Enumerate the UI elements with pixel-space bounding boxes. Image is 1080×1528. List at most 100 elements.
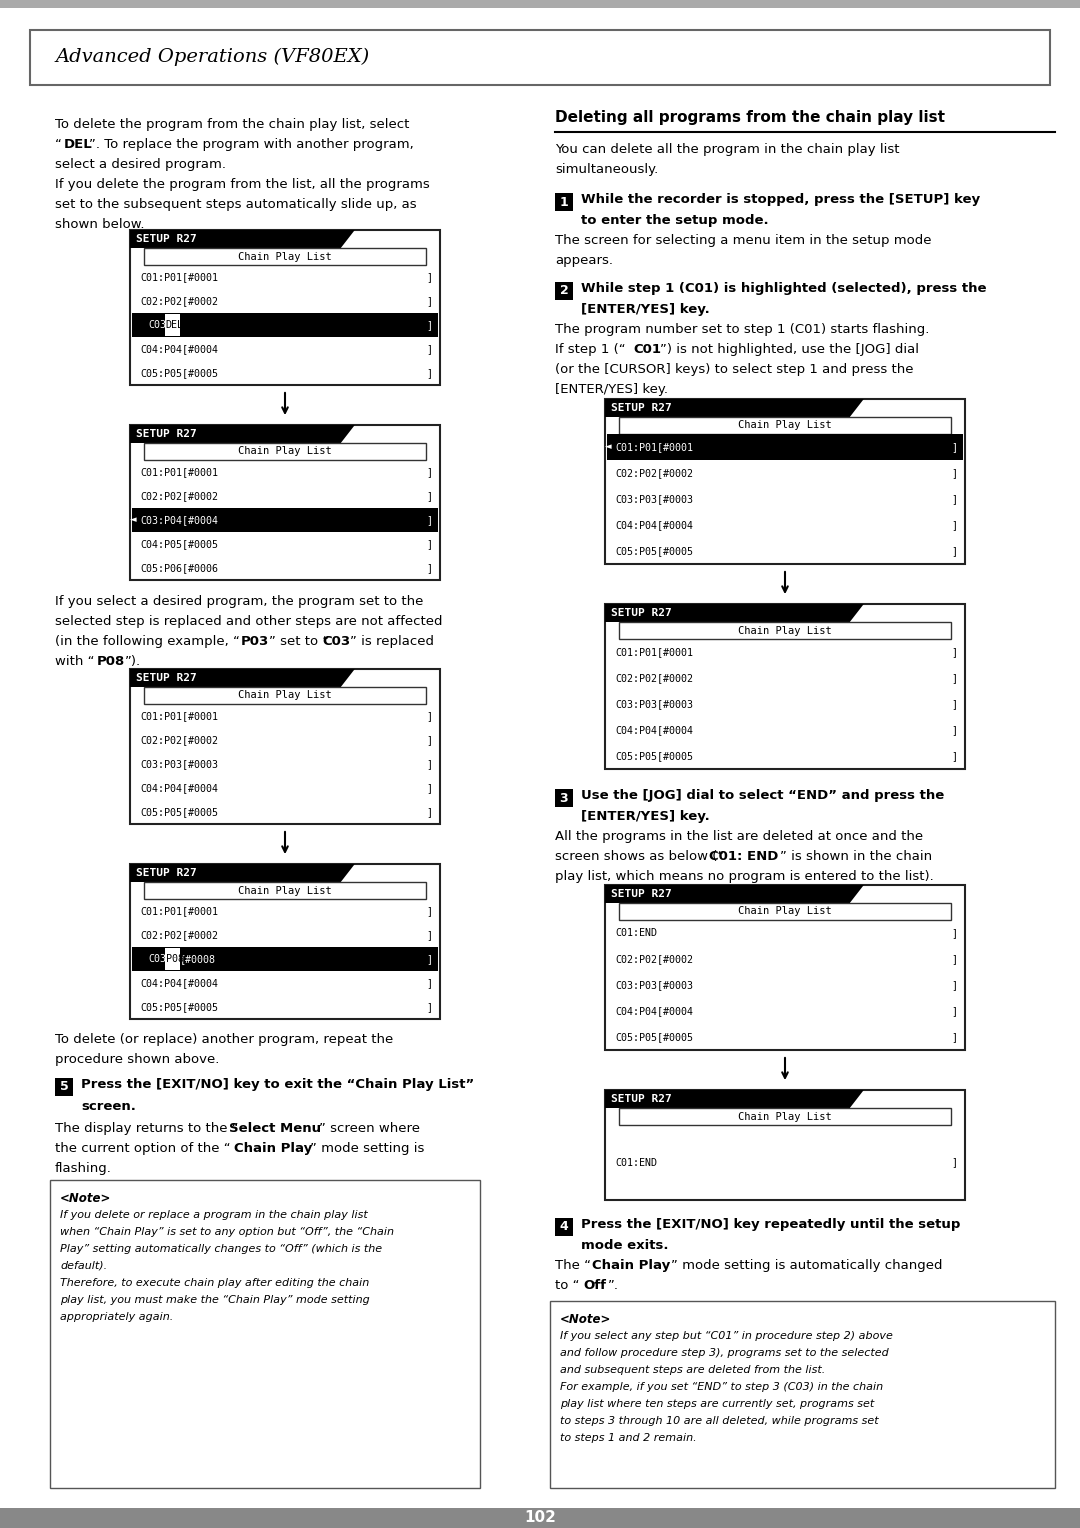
Text: ”. To replace the program with another program,: ”. To replace the program with another p… — [89, 138, 414, 151]
Text: Chain Play List: Chain Play List — [738, 625, 832, 636]
Text: ]: ] — [951, 979, 957, 990]
Text: To delete the program from the chain play list, select: To delete the program from the chain pla… — [55, 118, 409, 131]
Text: While step 1 (C01) is highlighted (selected), press the: While step 1 (C01) is highlighted (selec… — [581, 283, 986, 295]
Bar — [130, 425, 341, 443]
Text: C02:P02[#0002: C02:P02[#0002 — [140, 490, 218, 501]
Text: ” set to “: ” set to “ — [269, 636, 329, 648]
Text: ]: ] — [426, 490, 432, 501]
Text: ”).: ”). — [125, 656, 141, 668]
Text: (or the [CURSOR] keys) to select step 1 and press the: (or the [CURSOR] keys) to select step 1 … — [555, 364, 914, 376]
Text: [#0008: [#0008 — [180, 953, 216, 964]
Text: C01:END: C01:END — [615, 1158, 657, 1167]
Text: C01:P01[#0001: C01:P01[#0001 — [140, 711, 218, 721]
Text: ]: ] — [426, 1002, 432, 1012]
Bar — [130, 231, 341, 248]
Text: and follow procedure step 3), programs set to the selected: and follow procedure step 3), programs s… — [561, 1348, 889, 1358]
Polygon shape — [341, 863, 355, 882]
Text: ]: ] — [426, 272, 432, 283]
Text: If you delete or replace a program in the chain play list: If you delete or replace a program in th… — [60, 1210, 368, 1219]
Polygon shape — [850, 399, 864, 417]
Text: You can delete all the program in the chain play list: You can delete all the program in the ch… — [555, 144, 900, 156]
Text: C01:P01[#0001: C01:P01[#0001 — [615, 646, 693, 657]
Text: ]: ] — [426, 515, 432, 526]
Text: ]: ] — [951, 1031, 957, 1042]
Bar — [55, 1077, 73, 1096]
Text: [ENTER/YES] key.: [ENTER/YES] key. — [581, 810, 710, 824]
Text: ]: ] — [426, 906, 432, 915]
Text: select a desired program.: select a desired program. — [55, 157, 226, 171]
Bar — [619, 417, 951, 434]
Text: ]: ] — [426, 782, 432, 793]
Text: play list, you must make the “Chain Play” mode setting: play list, you must make the “Chain Play… — [60, 1296, 369, 1305]
Text: flashing.: flashing. — [55, 1161, 112, 1175]
Bar — [0, 1508, 1080, 1528]
Text: ]: ] — [426, 296, 432, 306]
Bar — [555, 283, 573, 299]
Text: SETUP R27: SETUP R27 — [136, 672, 197, 683]
Text: with “: with “ — [55, 656, 95, 668]
Bar — [605, 604, 966, 769]
Text: C01:P01[#0001: C01:P01[#0001 — [140, 468, 218, 477]
Bar — [607, 434, 963, 460]
Text: C04:P04[#0004: C04:P04[#0004 — [140, 978, 218, 989]
Text: default).: default). — [60, 1261, 107, 1271]
Bar — [144, 443, 426, 460]
Text: For example, if you set “END” to step 3 (C03) in the chain: For example, if you set “END” to step 3 … — [561, 1381, 883, 1392]
Bar — [605, 1089, 966, 1199]
Text: the current option of the “: the current option of the “ — [55, 1141, 231, 1155]
Text: ]: ] — [426, 319, 432, 330]
Text: “: “ — [55, 138, 62, 151]
Text: appropriately again.: appropriately again. — [60, 1313, 173, 1322]
Text: All the programs in the list are deleted at once and the: All the programs in the list are deleted… — [555, 830, 923, 843]
Bar — [605, 1089, 850, 1108]
Text: C03:: C03: — [148, 953, 172, 964]
Text: Use the [JOG] dial to select “END” and press the: Use the [JOG] dial to select “END” and p… — [581, 788, 944, 802]
Text: SETUP R27: SETUP R27 — [611, 608, 672, 617]
Text: C01: END: C01: END — [708, 850, 779, 863]
Text: The screen for selecting a menu item in the setup mode: The screen for selecting a menu item in … — [555, 234, 931, 248]
Text: ]: ] — [951, 545, 957, 556]
Text: The “: The “ — [555, 1259, 591, 1271]
Text: C03:: C03: — [148, 319, 172, 330]
Bar — [130, 863, 440, 1019]
Text: C02:P02[#0002: C02:P02[#0002 — [615, 672, 693, 683]
Text: simultaneously.: simultaneously. — [555, 163, 658, 176]
Text: Chain Play List: Chain Play List — [738, 906, 832, 917]
Text: 3: 3 — [559, 792, 568, 805]
Text: screen.: screen. — [81, 1100, 136, 1112]
Text: Chain Play List: Chain Play List — [738, 1111, 832, 1122]
Bar — [605, 885, 850, 903]
Bar — [0, 0, 1080, 8]
Text: ◄: ◄ — [605, 443, 611, 451]
Text: Chain Play List: Chain Play List — [738, 420, 832, 431]
Text: ]: ] — [951, 698, 957, 709]
Text: ]: ] — [951, 953, 957, 964]
Text: ”) is not highlighted, use the [JOG] dial: ”) is not highlighted, use the [JOG] dia… — [660, 342, 919, 356]
Text: ]: ] — [951, 750, 957, 761]
Text: C02:P02[#0002: C02:P02[#0002 — [615, 953, 693, 964]
Text: ]: ] — [426, 468, 432, 477]
Text: 5: 5 — [59, 1080, 68, 1094]
Text: play list, which means no program is entered to the list).: play list, which means no program is ent… — [555, 869, 934, 883]
Text: SETUP R27: SETUP R27 — [611, 889, 672, 898]
Text: Chain Play List: Chain Play List — [238, 691, 332, 700]
Text: C04:P04[#0004: C04:P04[#0004 — [615, 724, 693, 735]
Text: DEL: DEL — [64, 138, 93, 151]
Bar — [130, 863, 341, 882]
Text: ]: ] — [951, 927, 957, 938]
Bar — [555, 193, 573, 211]
Text: Chain Play: Chain Play — [592, 1259, 671, 1271]
Text: C04:P05[#0005: C04:P05[#0005 — [140, 539, 218, 549]
Text: SETUP R27: SETUP R27 — [136, 234, 197, 244]
Text: If step 1 (“: If step 1 (“ — [555, 342, 625, 356]
Text: C04:P04[#0004: C04:P04[#0004 — [615, 1005, 693, 1016]
Text: SETUP R27: SETUP R27 — [611, 1094, 672, 1105]
Text: ” screen where: ” screen where — [319, 1122, 420, 1135]
Text: ]: ] — [951, 468, 957, 478]
Text: ]: ] — [426, 539, 432, 549]
Text: C01:P01[#0001: C01:P01[#0001 — [140, 272, 218, 283]
Text: ]: ] — [951, 1005, 957, 1016]
Text: SETUP R27: SETUP R27 — [611, 403, 672, 413]
Text: C05:P05[#0005: C05:P05[#0005 — [140, 368, 218, 377]
Text: Press the [EXIT/NO] key repeatedly until the setup: Press the [EXIT/NO] key repeatedly until… — [581, 1218, 960, 1232]
